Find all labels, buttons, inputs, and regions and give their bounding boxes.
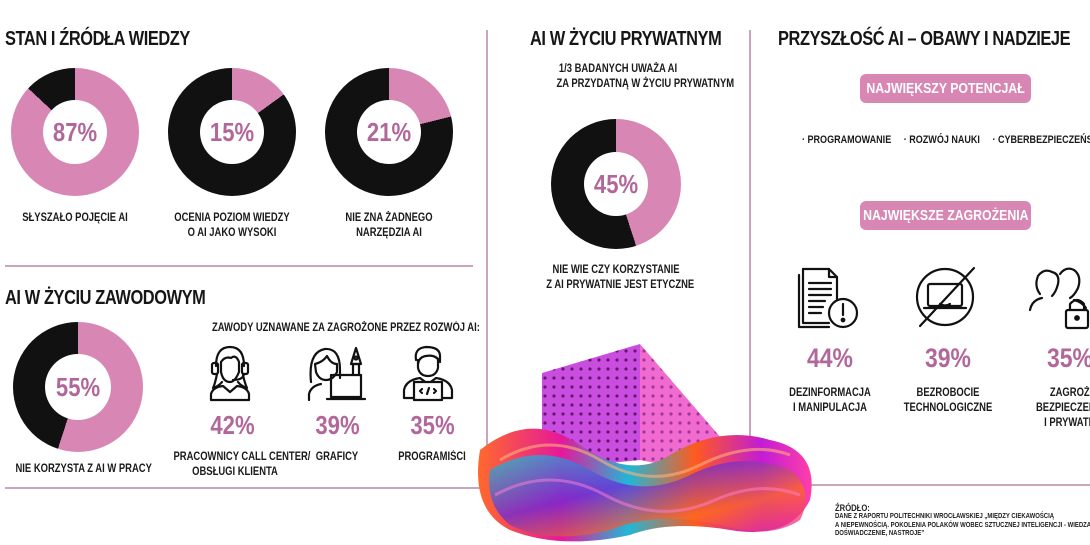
list-item: · CYBERBEZPIECZEŃSTWO [992,134,1090,146]
source-label: ŹRÓDŁO: [835,503,870,513]
donut-chart-high-knowledge: 15% [168,68,296,196]
donut-chart-heard-of-ai: 87% [11,68,139,196]
donut-value: 55% [55,371,101,402]
threat-value-unemployment: 39% [925,343,971,373]
job-caption-programmers: PROGRAMIŚCI [398,451,466,463]
potential-list: · PROGRAMOWANIE · ROZWÓJ NAUKI · CYBERBE… [802,134,1090,146]
donut-value: 21% [366,116,412,147]
job-value-graphics: 39% [315,410,360,440]
badge-biggest-threats: NAJWIĘKSZE ZAGROŻENIA [860,201,1031,230]
section-title-private: AI W ŻYCIU PRYWATNYM [530,28,722,50]
donut-caption: NIE KORZYSTA Z AI W PRACY [15,463,152,475]
divider-horizontal-right-bottom [760,484,1090,486]
donut-value: 15% [209,116,255,147]
donut-chart-no-ai-tools: 21% [325,68,453,196]
no-laptop-icon [912,264,978,330]
disinformation-document-icon [795,265,861,331]
threat-caption-disinformation: DEZINFORMACJA I MANIPULACJA [789,387,871,414]
divider-horizontal-left-mid [5,265,473,267]
private-intro: 1/3 BADANYCH UWAŻA AI ZA PRZYDATNĄ W ŻYC… [556,63,735,90]
jobs-subtitle: ZAWODY UZNAWANE ZA ZAGROŻONE PRZEZ ROZWÓ… [212,322,480,334]
donut-caption: OCENIA POZIOM WIEDZY O AI JAKO WYSOKI [174,212,290,239]
divider-horizontal-left-bottom [5,487,485,489]
badge-biggest-potential: NAJWIĘKSZY POTENCJAŁ [860,74,1031,103]
graphic-designer-icon [305,342,369,402]
section-title-future: PRZYSZŁOŚĆ AI – OBAWY I NADZIEJE [778,28,1071,50]
threat-value-privacy: 35% [1047,343,1090,373]
threat-caption-privacy: ZAGROŻONE BEZPIECZEŃSTWO I PRYWATNOŚĆ [1035,387,1090,429]
decorative-building-illustration [470,330,830,545]
divider-vertical-left [486,30,488,490]
donut-value: 45% [593,168,639,199]
job-value-call-center: 42% [210,410,255,440]
list-item: · ROZWÓJ NAUKI [903,134,980,146]
call-center-agent-icon [205,342,255,402]
donut-chart-ethics-uncertain: 45% [551,119,681,249]
privacy-lock-icon [1026,264,1090,332]
job-value-programmers: 35% [410,410,455,440]
donut-caption: SŁYSZAŁO POJĘCIE AI [22,212,128,224]
donut-chart-not-using-ai-at-work: 55% [13,322,143,452]
source-footnote: ŹRÓDŁO: DANE Z RAPORTU POLITECHNIKI WROC… [835,503,1090,539]
section-title-work: AI W ŻYCIU ZAWODOWYM [5,287,206,309]
job-caption-call-center: PRACOWNICY CALL CENTER/ OBSŁUGI KLIENTA [173,451,311,478]
list-item: · PROGRAMOWANIE [802,134,892,146]
programmer-icon [400,342,456,402]
section-title-knowledge: STAN I ŹRÓDŁA WIEDZY [5,28,190,50]
donut-value: 87% [52,116,98,147]
donut-caption: NIE WIE CZY KORZYSTANIE Z AI PRYWATNIE J… [546,264,695,291]
job-caption-graphics: GRAFICY [315,451,359,463]
divider-vertical-right [749,30,751,440]
threat-value-disinformation: 44% [807,343,853,373]
donut-caption: NIE ZNA ŻADNEGO NARZĘDZIA AI [345,212,433,239]
threat-caption-unemployment: BEZROBOCIE TECHNOLOGICZNE [903,387,993,414]
